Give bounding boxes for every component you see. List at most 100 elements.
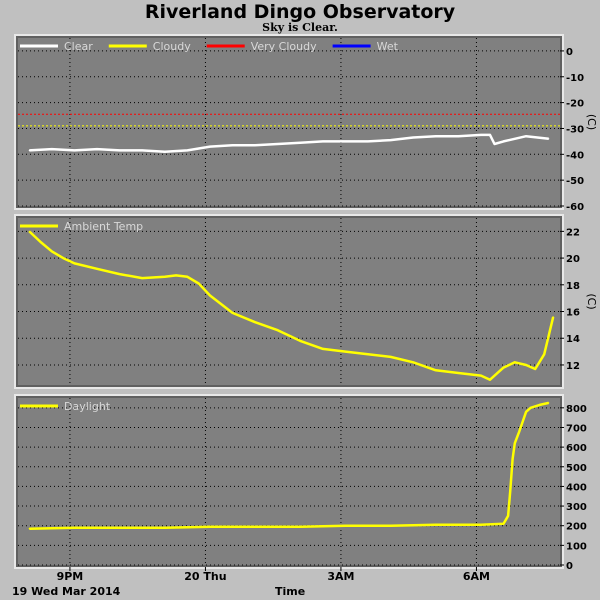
data-point (96, 148, 98, 150)
y-tick-label: -50 (566, 176, 584, 187)
data-point (164, 527, 166, 529)
x-axis-label: Time (275, 585, 305, 598)
data-point (277, 329, 279, 331)
data-point (254, 321, 256, 323)
legend-label: Cloudy (153, 40, 191, 53)
data-point (367, 353, 369, 355)
data-point (28, 528, 30, 530)
legend-label: Very Cloudy (251, 40, 317, 53)
data-point (175, 274, 177, 277)
data-point (28, 230, 30, 232)
data-point (73, 149, 76, 152)
data-point (254, 144, 256, 146)
data-point (534, 368, 536, 370)
data-point (435, 135, 437, 137)
data-point (552, 316, 554, 318)
y-axis-unit: (C) (585, 293, 598, 309)
data-point (489, 134, 491, 136)
sky-status-subtitle: Sky is Clear. (262, 21, 338, 34)
data-point (209, 294, 211, 297)
data-point (507, 515, 509, 517)
data-point (480, 375, 482, 377)
data-point (518, 430, 520, 432)
y-tick-label: 16 (566, 308, 580, 319)
data-point (502, 140, 505, 142)
y-tick-label: 0 (566, 561, 573, 572)
data-point (73, 527, 76, 529)
data-point (509, 489, 511, 491)
data-point (62, 257, 64, 259)
data-point (96, 268, 98, 270)
data-point (390, 356, 392, 358)
data-point (543, 353, 545, 355)
x-axis: 9PM 20 Thu 3AM 6AM (57, 567, 490, 583)
data-point (231, 144, 234, 146)
sky-temperature-panel: 0 -10 -20 -30 -40 -50 -60 Clear Cloudy Very Cloud… (14, 34, 598, 213)
plot-area (18, 398, 560, 565)
data-point (231, 312, 234, 314)
data-point (489, 379, 491, 381)
plot-area (18, 38, 560, 206)
y-tick-label: -40 (566, 150, 584, 161)
data-point (412, 136, 414, 139)
y-tick-label: 400 (566, 482, 587, 493)
data-point (525, 135, 527, 137)
data-point (51, 148, 53, 150)
data-point (209, 526, 211, 528)
data-point (530, 407, 532, 409)
y-tick-label: -20 (566, 99, 584, 110)
data-point (493, 143, 496, 145)
data-point (344, 140, 347, 142)
data-point (254, 526, 256, 528)
data-point (141, 149, 143, 152)
y-tick-label: 14 (566, 334, 580, 345)
data-point (39, 241, 42, 243)
data-point (525, 364, 527, 366)
y-tick-label: 22 (566, 227, 580, 238)
x-tick-label: 9PM (57, 570, 84, 583)
data-point (73, 262, 76, 265)
data-point (209, 145, 211, 148)
y-tick-label: 20 (566, 254, 580, 265)
data-point (539, 404, 541, 406)
y-tick-label: 600 (566, 443, 587, 454)
data-point (367, 140, 369, 142)
data-point (344, 525, 347, 527)
data-point (480, 134, 482, 136)
data-point (457, 372, 459, 374)
series-line (29, 133, 549, 153)
data-point (28, 149, 30, 152)
data-point (435, 524, 437, 526)
y-tick-label: -30 (566, 124, 584, 135)
x-tick-label: 20 Thu (184, 570, 226, 583)
legend-label: Clear (64, 40, 93, 53)
legend-label: Wet (377, 40, 399, 53)
data-point (390, 139, 392, 141)
data-point (502, 367, 505, 369)
data-point (548, 402, 550, 404)
data-point (277, 143, 279, 145)
plot-area (18, 218, 560, 385)
series-line (28, 230, 555, 381)
data-point (119, 149, 121, 152)
data-point (141, 277, 143, 279)
data-point (390, 525, 392, 527)
y-tick-label: 100 (566, 541, 587, 552)
data-point (511, 458, 514, 460)
legend-label: Ambient Temp (64, 220, 143, 233)
data-point (525, 411, 527, 413)
x-tick-label: 3AM (327, 570, 354, 583)
data-point (299, 340, 301, 342)
data-point (164, 276, 166, 278)
data-point (322, 140, 324, 142)
y-tick-label: 500 (566, 463, 587, 474)
data-point (457, 135, 459, 137)
data-point (322, 348, 324, 350)
y-tick-label: 200 (566, 522, 587, 533)
legend-label: Daylight (64, 400, 111, 413)
y-tick-label: 700 (566, 423, 587, 434)
data-point (299, 142, 301, 144)
y-tick-label: -10 (566, 73, 584, 84)
y-tick-label: 0 (566, 47, 573, 58)
